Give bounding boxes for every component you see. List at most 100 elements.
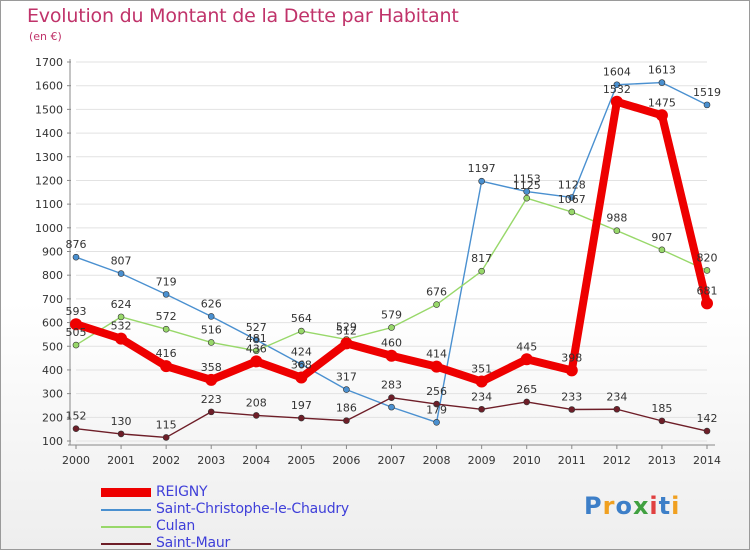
data-label-reigny-2011: 398 bbox=[561, 351, 582, 364]
data-label-reigny-2001: 532 bbox=[111, 320, 132, 333]
data-point-reigny-2012 bbox=[610, 95, 623, 108]
y-tick-label-100: 100 bbox=[42, 435, 63, 448]
data-point-saint-christophe-le-chaudry-2013 bbox=[658, 79, 666, 86]
series-saint-christophe-le-chaudry bbox=[72, 79, 711, 426]
data-point-culan-2009 bbox=[478, 267, 485, 275]
chart-title: Evolution du Montant de la Dette par Hab… bbox=[27, 5, 459, 27]
data-label-reigny-2007: 460 bbox=[381, 337, 402, 350]
legend-label-culan: Culan bbox=[156, 518, 195, 534]
legend-swatch-reigny bbox=[101, 488, 151, 497]
data-point-saint-christophe-le-chaudry-2011 bbox=[568, 194, 576, 201]
data-label-saint-christophe-le-chaudry-2004: 527 bbox=[246, 321, 267, 334]
data-label-reigny-2013: 1475 bbox=[648, 96, 676, 109]
data-point-culan-2002 bbox=[162, 325, 170, 333]
data-point-culan-2003 bbox=[207, 339, 215, 346]
data-label-reigny-2002: 416 bbox=[156, 347, 177, 360]
data-point-saint-maur-2009 bbox=[478, 405, 485, 413]
data-point-saint-maur-2004 bbox=[252, 412, 260, 419]
data-label-saint-christophe-le-chaudry-2005: 424 bbox=[291, 345, 312, 358]
y-tick-label-1100: 1100 bbox=[35, 198, 63, 211]
logo-letter: P bbox=[584, 492, 603, 520]
data-label-reigny-2008: 414 bbox=[426, 348, 447, 361]
data-point-saint-christophe-le-chaudry-2012 bbox=[613, 81, 621, 89]
data-label-culan-2003: 516 bbox=[201, 323, 222, 336]
data-point-culan-2014 bbox=[703, 267, 711, 274]
data-label-culan-2002: 572 bbox=[156, 310, 177, 323]
x-tick-labels: 2000 2001 2002 2003 2004 2005 2006 2007 2008 2009… bbox=[62, 454, 721, 467]
data-point-saint-maur-2011 bbox=[568, 406, 576, 413]
data-point-culan-2004 bbox=[252, 347, 260, 355]
data-point-reigny-2006 bbox=[340, 337, 353, 350]
x-tick-label-2013: 2013 bbox=[648, 454, 676, 467]
data-point-saint-christophe-le-chaudry-2009 bbox=[478, 177, 485, 185]
data-label-saint-maur-2004: 208 bbox=[246, 396, 267, 409]
x-tick-label-2005: 2005 bbox=[287, 454, 315, 467]
data-label-saint-christophe-le-chaudry-2012: 1604 bbox=[603, 66, 631, 79]
y-tick-label-400: 400 bbox=[42, 364, 63, 377]
data-label-culan-2013: 907 bbox=[651, 231, 672, 244]
y-tick-label-1200: 1200 bbox=[35, 174, 63, 187]
data-point-saint-maur-2003 bbox=[207, 408, 215, 416]
series-reigny bbox=[70, 95, 713, 388]
data-label-saint-christophe-le-chaudry-2010: 1153 bbox=[513, 173, 541, 186]
chart-subtitle: (en €) bbox=[29, 30, 62, 43]
data-label-culan-2011: 1067 bbox=[558, 193, 586, 206]
logo-letter: o bbox=[615, 492, 633, 520]
legend-swatch-culan bbox=[101, 526, 151, 528]
data-point-saint-maur-2008 bbox=[433, 400, 440, 408]
x-tick-label-2004: 2004 bbox=[242, 454, 270, 467]
data-label-saint-maur-2007: 283 bbox=[381, 379, 402, 392]
data-point-saint-maur-2006 bbox=[343, 417, 350, 424]
data-point-saint-maur-2007 bbox=[388, 394, 395, 401]
data-point-saint-christophe-le-chaudry-2004 bbox=[252, 336, 260, 344]
data-label-saint-maur-2012: 234 bbox=[606, 390, 627, 403]
data-label-culan-2001: 624 bbox=[111, 298, 132, 311]
data-labels-layer: 876 807 719 626 527 424 317 179 1197 1153 1128 1604… bbox=[66, 64, 722, 432]
data-label-reigny-2014: 681 bbox=[697, 284, 718, 297]
x-tick-label-2008: 2008 bbox=[423, 454, 451, 467]
data-point-saint-maur-2001 bbox=[117, 430, 125, 438]
data-label-saint-christophe-le-chaudry-2011: 1128 bbox=[558, 178, 586, 191]
proxiti-logo: Proxiti bbox=[584, 492, 680, 520]
data-label-saint-christophe-le-chaudry-2008: 179 bbox=[426, 403, 447, 416]
x-tick-label-2002: 2002 bbox=[152, 454, 180, 467]
data-point-saint-christophe-le-chaudry-2014 bbox=[703, 101, 711, 109]
x-tick-label-2011: 2011 bbox=[558, 454, 586, 467]
data-point-saint-christophe-le-chaudry-2003 bbox=[207, 313, 215, 320]
data-label-saint-maur-2013: 185 bbox=[651, 402, 672, 415]
data-label-saint-maur-2002: 115 bbox=[156, 418, 177, 431]
data-point-culan-2005 bbox=[298, 327, 305, 335]
data-label-reigny-2000: 593 bbox=[66, 305, 87, 318]
data-label-culan-2006: 529 bbox=[336, 320, 357, 333]
data-label-saint-maur-2003: 223 bbox=[201, 393, 222, 406]
data-point-reigny-2009 bbox=[475, 375, 488, 388]
data-label-reigny-2003: 358 bbox=[201, 361, 222, 374]
x-tick-label-2006: 2006 bbox=[332, 454, 360, 467]
data-point-culan-2010 bbox=[523, 194, 531, 202]
data-point-reigny-2004 bbox=[250, 355, 263, 368]
y-tick-label-500: 500 bbox=[42, 340, 63, 353]
y-tick-label-700: 700 bbox=[42, 293, 63, 306]
data-label-saint-maur-2008: 256 bbox=[426, 385, 447, 398]
data-label-saint-christophe-le-chaudry-2001: 807 bbox=[111, 255, 132, 268]
data-point-culan-2007 bbox=[388, 324, 395, 331]
data-point-saint-maur-2002 bbox=[162, 434, 170, 441]
data-label-saint-christophe-le-chaudry-2006: 317 bbox=[336, 371, 357, 384]
legend-label-saint-maur: Saint-Maur bbox=[156, 535, 231, 551]
logo-letter: r bbox=[602, 492, 616, 520]
x-tick-label-2012: 2012 bbox=[603, 454, 631, 467]
x-tick-label-2007: 2007 bbox=[378, 454, 406, 467]
x-tick-label-2003: 2003 bbox=[197, 454, 225, 467]
data-label-culan-2005: 564 bbox=[291, 312, 312, 325]
y-tick-label-1700: 1700 bbox=[35, 56, 63, 69]
data-point-saint-christophe-le-chaudry-2006 bbox=[343, 386, 350, 393]
data-label-saint-maur-2009: 234 bbox=[471, 390, 492, 403]
data-point-culan-2013 bbox=[658, 246, 666, 254]
legend-label-saint-christophe: Saint-Christophe-le-Chaudry bbox=[156, 501, 350, 517]
data-point-saint-maur-2010 bbox=[523, 398, 531, 406]
data-label-saint-maur-2001: 130 bbox=[111, 415, 132, 428]
data-label-culan-2008: 676 bbox=[426, 286, 447, 299]
x-tick-label-2000: 2000 bbox=[62, 454, 90, 467]
data-point-saint-maur-2014 bbox=[703, 427, 711, 435]
